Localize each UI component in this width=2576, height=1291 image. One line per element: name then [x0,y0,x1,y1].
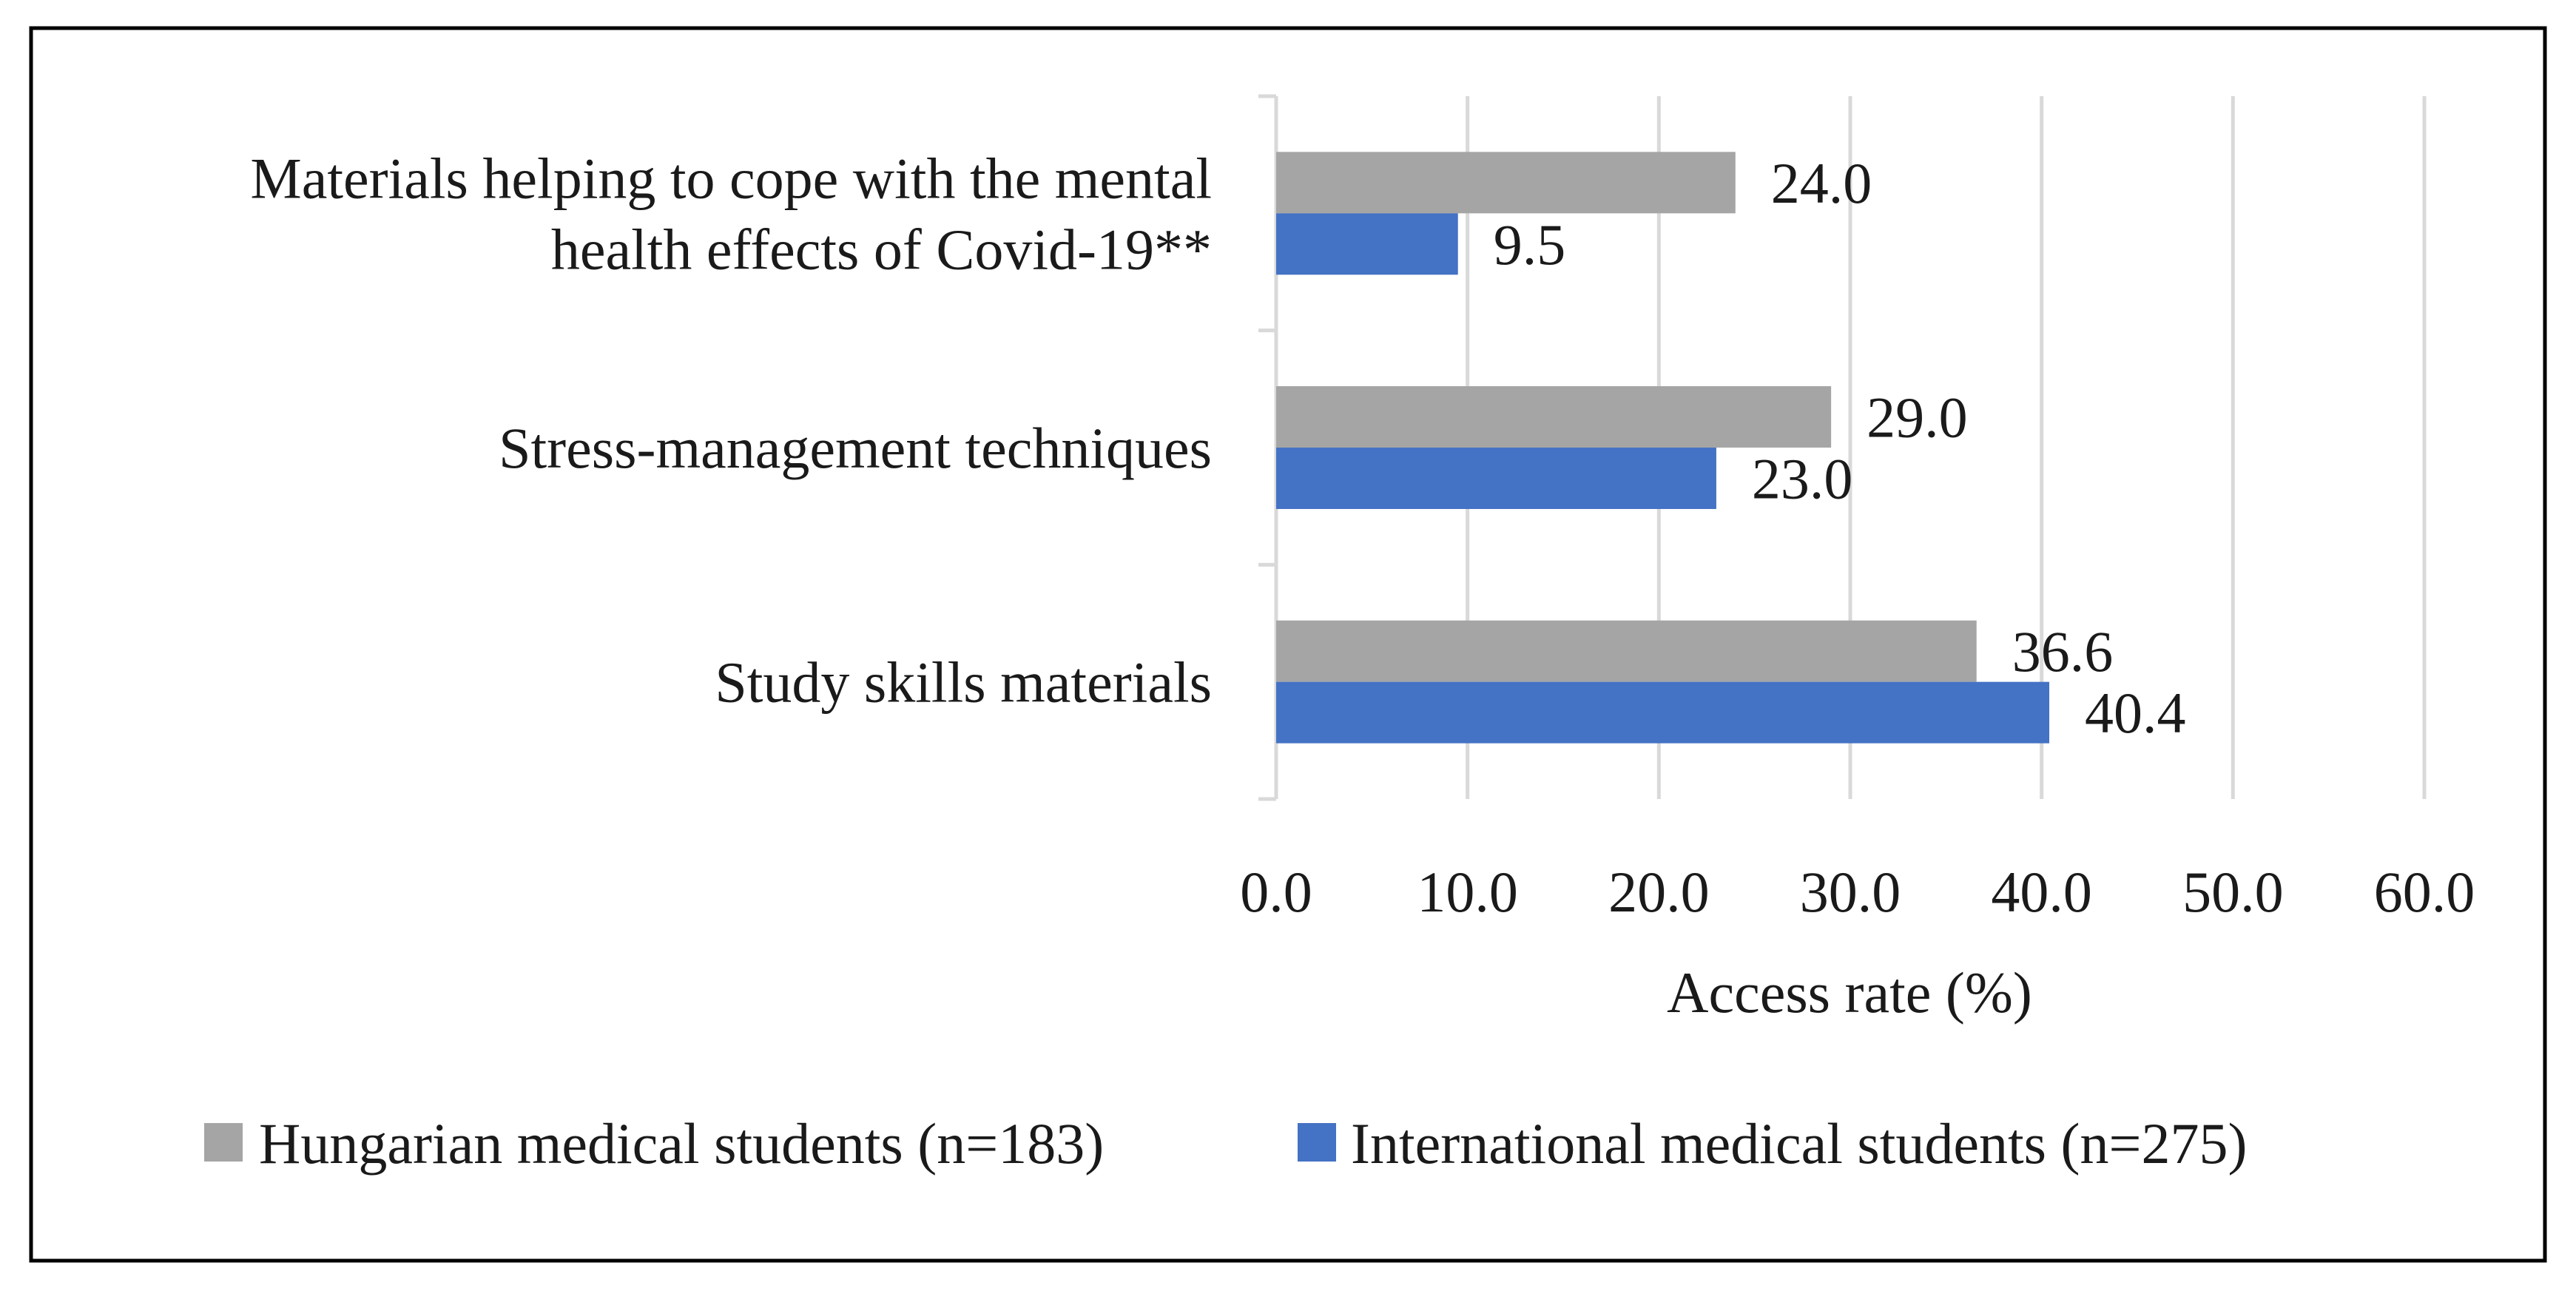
bar-international-0 [1276,213,1458,275]
x-tick-label: 60.0 [2374,860,2475,924]
legend-label-international: International medical students (n=275) [1351,1111,2247,1176]
legend-swatch-hungarian [204,1123,243,1162]
data-label: 40.4 [2085,681,2186,745]
bar-hungarian-0 [1276,152,1736,214]
data-label: 36.6 [2012,619,2114,684]
legend-label-hungarian: Hungarian medical students (n=183) [259,1111,1104,1176]
x-tick-label: 30.0 [1800,860,1901,924]
legend-swatch-international [1298,1123,1336,1162]
data-labels: 24.0 9.5 29.023.0 36.640.4 [1494,151,2186,745]
bar-hungarian-1 [1276,386,1832,448]
x-tick-label: 20.0 [1608,860,1710,924]
category-label: Materials helping to cope with the menta… [250,146,1212,281]
legend: Hungarian medical students (n=183) Intern… [204,1111,2247,1176]
bars [1276,152,2050,744]
data-label: 23.0 [1752,447,1853,511]
x-tick-label: 50.0 [2182,860,2284,924]
bar-hungarian-2 [1276,620,1977,682]
x-tick-label: 0.0 [1240,860,1312,924]
data-label: 9.5 [1494,212,1566,277]
category-label: Stress-management techniques [499,416,1212,480]
data-label: 29.0 [1867,385,1968,450]
data-label: 24.0 [1771,151,1872,215]
bar-international-2 [1276,681,2050,744]
x-tick-label: 40.0 [1991,860,2092,924]
x-axis-title: Access rate (%) [1667,960,2032,1025]
x-tick-labels: 0.0 10.0 20.0 30.0 40.0 50.0 60.0 [1240,860,2475,924]
bar-international-1 [1276,448,1716,509]
category-labels: Materials helping to cope with the menta… [250,146,1212,714]
x-tick-label: 10.0 [1417,860,1518,924]
category-label: Study skills materials [715,650,1212,715]
